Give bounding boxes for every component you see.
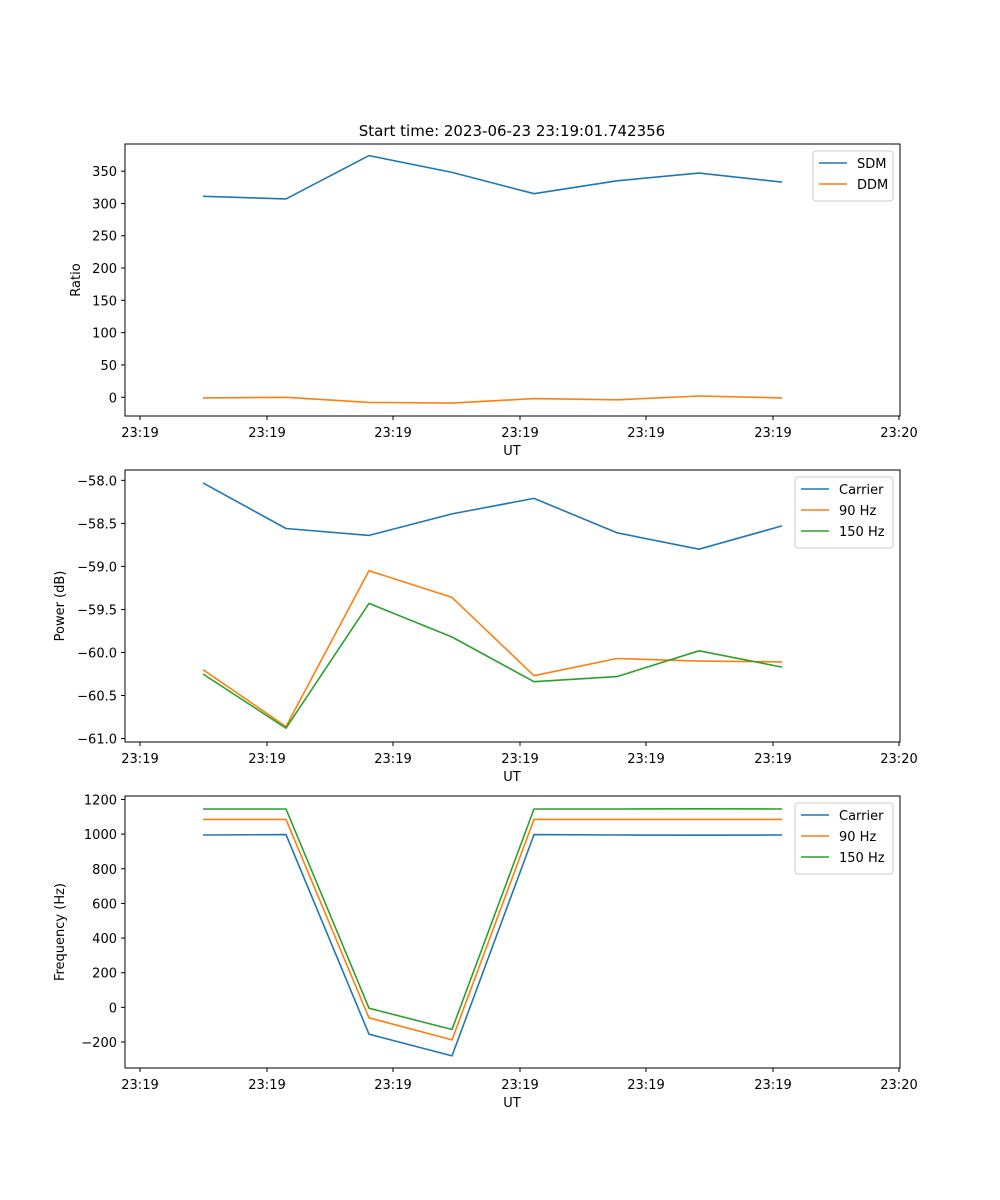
- series-line-90-hz: [202, 569, 783, 728]
- series-line-90-hz: [203, 818, 782, 1041]
- chart-panel-1: 23:19 23:19 23:19 23:19 23:19 23:19 23:20 UT 0 50…: [69, 143, 918, 459]
- legend-label: SDM: [857, 157, 886, 172]
- y-tick-label: 150: [92, 294, 117, 309]
- x-tick-label: 23:19: [374, 1078, 411, 1093]
- x-tick-label: 23:19: [754, 752, 791, 767]
- x-tick-label: 23:19: [121, 1078, 158, 1093]
- x-axis-label: UT: [503, 770, 521, 785]
- x-tick-label: 23:19: [248, 752, 285, 767]
- x-tick-label: 23:19: [501, 752, 538, 767]
- chart-panels: 23:19 23:19 23:19 23:19 23:19 23:19 23:20 UT 0 50…: [53, 143, 918, 1111]
- y-tick-label: −60.0: [77, 646, 117, 661]
- legend: Carrier 90 Hz 150 Hz: [794, 802, 894, 875]
- legend-label: Carrier: [839, 809, 884, 824]
- y-tick-label: 50: [100, 359, 117, 374]
- series-line-150-hz: [203, 807, 783, 1031]
- y-tick-label: 200: [92, 967, 117, 982]
- y-tick-label: −59.0: [77, 560, 117, 575]
- axes-frame: [124, 143, 901, 417]
- y-tick-label: 0: [109, 391, 117, 406]
- x-axis-label: UT: [503, 444, 521, 459]
- x-axis-label: UT: [503, 1096, 521, 1111]
- x-tick-label: 23:19: [121, 752, 158, 767]
- x-tick-label: 23:20: [880, 1078, 917, 1093]
- y-tick-label: 800: [92, 863, 117, 878]
- series-line-150-hz: [202, 602, 783, 730]
- x-tick-label: 23:19: [501, 426, 538, 441]
- figure-title: Start time: 2023-06-23 23:19:01.742356: [359, 122, 665, 140]
- x-tick-label: 23:20: [880, 426, 917, 441]
- series-line-sdm: [202, 154, 783, 200]
- legend-label: 150 Hz: [839, 851, 885, 866]
- x-tick-label: 23:19: [248, 426, 285, 441]
- x-tick-label: 23:19: [627, 426, 664, 441]
- legend-label: Carrier: [839, 483, 884, 498]
- x-tick-label: 23:19: [627, 752, 664, 767]
- y-tick-label: −58.0: [77, 474, 117, 489]
- chart-panel-2: 23:19 23:19 23:19 23:19 23:19 23:19 23:20 UT −61…: [53, 469, 918, 785]
- series-line-carrier: [202, 482, 783, 551]
- legend: SDM DDM: [812, 150, 894, 202]
- y-tick-label: −59.5: [77, 603, 117, 618]
- legend-label: 90 Hz: [839, 504, 876, 519]
- x-tick-label: 23:19: [501, 1078, 538, 1093]
- x-tick-label: 23:19: [248, 1078, 285, 1093]
- y-tick-label: 100: [92, 327, 117, 342]
- x-tick-label: 23:19: [374, 426, 411, 441]
- series-line-ddm: [202, 395, 783, 404]
- series-line-carrier: [202, 833, 783, 1057]
- y-tick-label: 0: [109, 1001, 117, 1016]
- y-axis-label: Power (dB): [53, 571, 68, 642]
- legend-label: DDM: [857, 178, 888, 193]
- legend: Carrier 90 Hz 150 Hz: [794, 476, 894, 549]
- axes-frame: [124, 795, 901, 1069]
- legend-label: 150 Hz: [839, 525, 885, 540]
- x-tick-label: 23:19: [754, 426, 791, 441]
- y-tick-label: −60.5: [77, 690, 117, 705]
- x-tick-label: 23:19: [754, 1078, 791, 1093]
- y-axis-label: Frequency (Hz): [53, 883, 68, 981]
- x-tick-label: 23:19: [627, 1078, 664, 1093]
- x-tick-label: 23:19: [121, 426, 158, 441]
- y-tick-label: −58.5: [77, 517, 117, 532]
- y-tick-label: 350: [92, 165, 117, 180]
- y-tick-label: 1200: [84, 793, 117, 808]
- x-tick-label: 23:19: [374, 752, 411, 767]
- y-tick-label: 600: [92, 897, 117, 912]
- legend-label: 90 Hz: [839, 830, 876, 845]
- y-tick-label: 200: [92, 262, 117, 277]
- x-tick-label: 23:20: [880, 752, 917, 767]
- y-tick-label: 250: [92, 230, 117, 245]
- axes-frame: [124, 469, 901, 743]
- y-tick-label: −61.0: [77, 733, 117, 748]
- chart-panel-3: 23:19 23:19 23:19 23:19 23:19 23:19 23:20 UT −20…: [53, 793, 918, 1111]
- y-tick-label: 1000: [84, 828, 117, 843]
- y-tick-label: 400: [92, 932, 117, 947]
- y-tick-label: 300: [92, 197, 117, 212]
- y-axis-label: Ratio: [69, 263, 84, 296]
- y-tick-label: −200: [81, 1036, 117, 1051]
